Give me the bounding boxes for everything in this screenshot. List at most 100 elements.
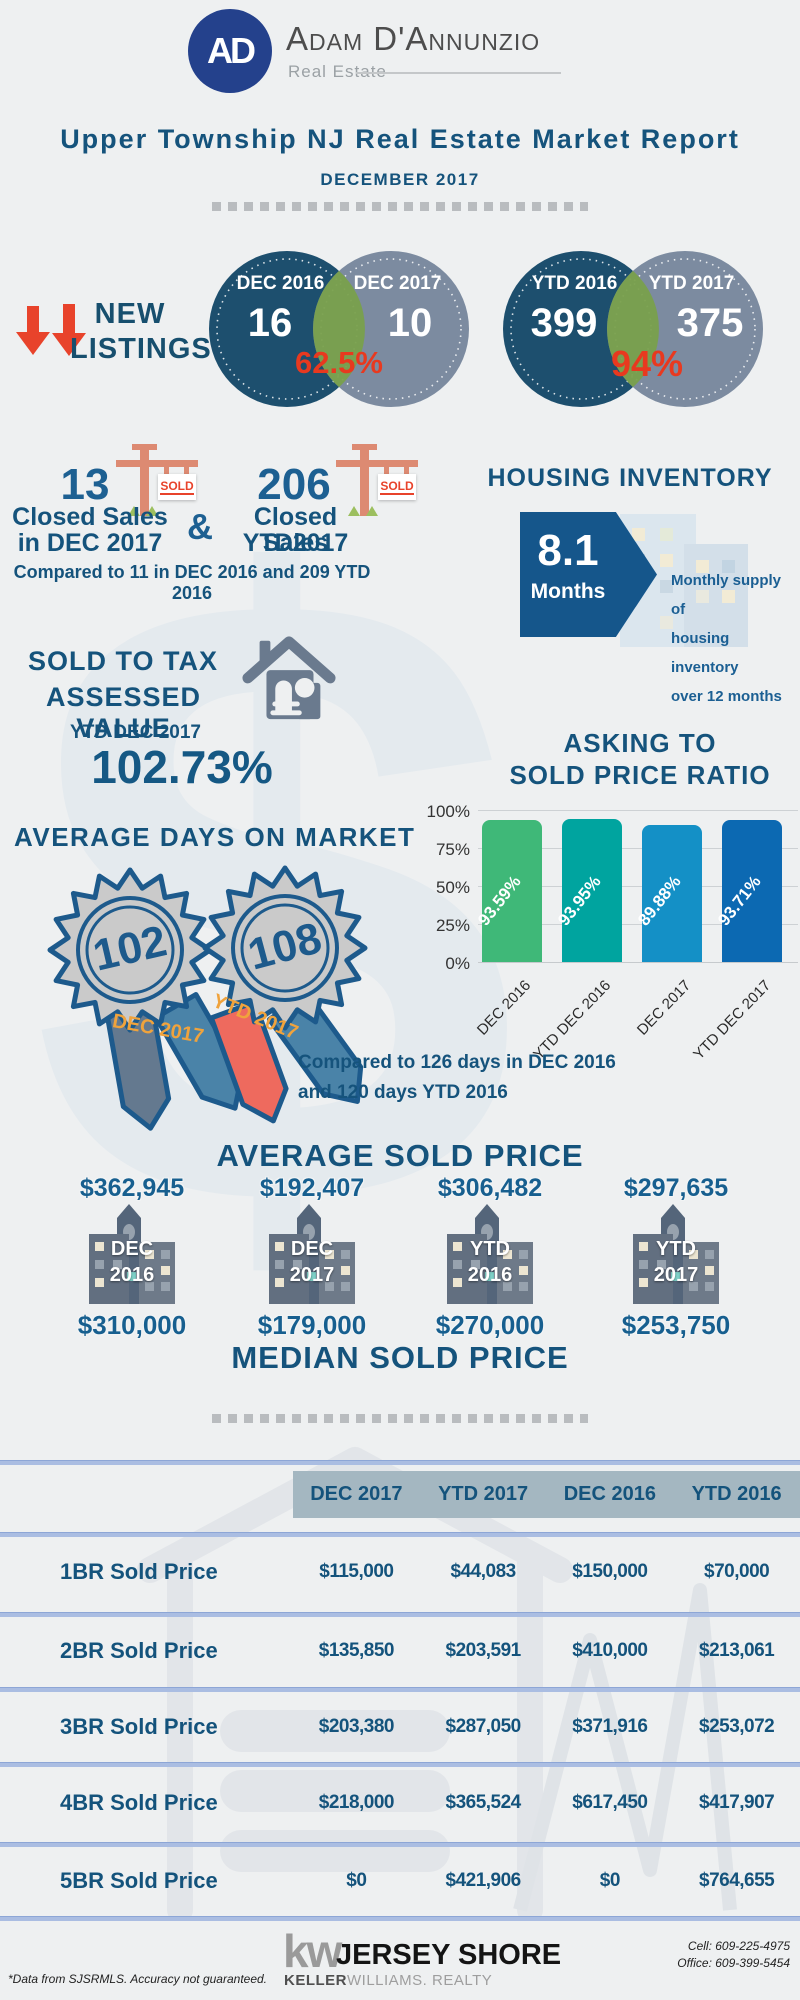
median-price-dec-2016: $310,000 — [77, 1310, 187, 1340]
row-value: $150,000 — [572, 1561, 648, 1582]
row-value: $421,906 — [445, 1870, 522, 1891]
inventory-desc-line3: over 12 months — [671, 688, 782, 705]
sold-sign-icon: SOLD — [116, 444, 198, 518]
brand-name: Adam D'Annunzio — [286, 20, 541, 57]
building-label-line2: 2016 — [109, 1264, 155, 1286]
venn-left-value: 399 — [530, 301, 598, 345]
row-value: $253,072 — [699, 1716, 775, 1737]
kw-logo: kw — [283, 1925, 342, 1977]
table-row: 5BR Sold Price $0 $421,906 $0 $764,655 — [0, 1858, 800, 1904]
kw-brand-line: KELLERWILLIAMS. REALTY — [284, 1972, 492, 1989]
row-value: $617,450 — [572, 1792, 648, 1813]
sold-sign-icon: SOLD — [336, 444, 418, 518]
table-row: 3BR Sold Price $203,380 $287,050 $371,91… — [0, 1704, 800, 1750]
gridline — [478, 886, 798, 887]
days-comparison-line1: Compared to 126 days in DEC 2016 — [298, 1052, 616, 1073]
days-badge-dec-2017: 102 DEC 2017 — [15, 852, 245, 1132]
data-disclaimer: *Data from SJSRMLS. Accuracy not guarant… — [8, 1972, 268, 1986]
building-label-line1: YTD — [470, 1238, 510, 1260]
bar-value-label: 93.71% — [714, 872, 765, 930]
row-value: $70,000 — [704, 1561, 770, 1582]
closed-sales-dec-line1: Closed Sales — [12, 503, 168, 531]
closed-sales-ytd-line2: YTD2017 — [242, 529, 349, 557]
bar-value-label: 93.95% — [554, 872, 605, 930]
housing-inventory-title: HOUSING INVENTORY — [487, 464, 773, 492]
table-header-dec-2017: DEC 2017 — [310, 1483, 403, 1505]
x-axis-label: YTD DEC 2017 — [690, 977, 775, 1064]
kw-brand-bold: KELLER — [284, 1972, 347, 1989]
row-value: $410,000 — [572, 1640, 648, 1661]
venn-right-value: 375 — [676, 301, 744, 345]
median-price-dec-2017: $179,000 — [257, 1310, 367, 1340]
brand-subtitle: Real Estate — [288, 62, 387, 81]
sold-to-tax-period: YTD DEC 2017 — [70, 722, 201, 743]
row-label: 2BR Sold Price — [60, 1638, 218, 1663]
row-value: $218,000 — [318, 1792, 395, 1813]
y-axis-tick: 75% — [435, 840, 470, 859]
row-value: $365,524 — [445, 1792, 522, 1813]
sold-sign-text: SOLD — [380, 479, 414, 495]
building-label-line1: DEC — [110, 1238, 154, 1260]
median-price-ytd-2017: $253,750 — [621, 1310, 731, 1340]
y-axis-tick: 50% — [435, 878, 470, 897]
row-value: $115,000 — [319, 1561, 394, 1582]
venn-new-listings-monthly: DEC 2016 16 DEC 2017 10 62.5% — [200, 243, 480, 415]
kw-brand-light: WILLIAMS. REALTY — [347, 1972, 493, 1989]
closed-sales-comparison: Compared to 11 in DEC 2016 and 209 YTD 2… — [13, 562, 371, 603]
inventory-value: 8.1 — [537, 526, 599, 575]
row-label: 5BR Sold Price — [60, 1868, 218, 1893]
y-axis-tick: 0% — [445, 954, 470, 973]
rosette-badge-icon — [202, 865, 368, 1124]
venn-percent: 94% — [610, 343, 684, 384]
building-icon — [447, 1204, 533, 1304]
days-on-market-title: AVERAGE DAYS ON MARKET — [14, 822, 416, 852]
table-header-row: DEC 2017 YTD 2017 DEC 2016 YTD 2016 — [293, 1471, 800, 1518]
sold-to-tax-line2: ASSESSED VALUE — [45, 682, 202, 743]
table-line — [0, 1612, 800, 1617]
table-row: 2BR Sold Price $135,850 $203,591 $410,00… — [0, 1628, 800, 1674]
brand-divider-line — [356, 72, 561, 74]
venn-percent: 62.5% — [295, 345, 383, 380]
building-label-line2: 2017 — [289, 1264, 335, 1286]
venn-right-label: YTD 2017 — [648, 273, 735, 294]
closed-sales-ytd-value: 206 — [257, 460, 331, 509]
asking-to-sold-title-line2: SOLD PRICE RATIO — [509, 760, 771, 790]
table-header-ytd-2017: YTD 2017 — [438, 1483, 529, 1505]
row-label: 1BR Sold Price — [60, 1559, 218, 1584]
closed-sales-dec-value: 13 — [60, 460, 110, 509]
down-arrow-icon — [52, 304, 86, 356]
average-price-dec-2017: $192,407 — [259, 1174, 365, 1202]
contact-info: Cell: 609-225-4975 Office: 609-399-5454 — [600, 1938, 790, 1972]
venn-diagram-icon — [503, 251, 763, 407]
dotted-divider-bottom — [212, 1414, 588, 1423]
row-value: $764,655 — [699, 1870, 775, 1891]
down-arrow-icon — [16, 306, 50, 355]
row-value: $0 — [346, 1870, 367, 1891]
asking-to-sold-title-line1: ASKING TO — [563, 728, 717, 758]
days-badge-ytd-2017: 108 YTD 2017 — [170, 850, 400, 1130]
venn-right-label: DEC 2017 — [353, 273, 442, 294]
table-line — [0, 1762, 800, 1767]
dotted-divider-top — [212, 202, 588, 211]
row-label: 4BR Sold Price — [60, 1790, 218, 1815]
venn-left-label: DEC 2016 — [236, 273, 325, 294]
building-label-line2: 2017 — [653, 1264, 699, 1286]
days-comparison-line2: and 120 days YTD 2016 — [298, 1082, 508, 1103]
row-label: 3BR Sold Price — [60, 1714, 218, 1739]
ampersand: & — [187, 506, 213, 547]
table-line — [0, 1532, 800, 1537]
gridline — [478, 924, 798, 925]
contact-cell: Cell: 609-225-4975 — [687, 1939, 790, 1953]
venn-right-value: 10 — [387, 301, 433, 345]
gridline — [478, 848, 798, 849]
bar-group: 93.59% 93.95% 89.88% 93.71% — [474, 810, 798, 962]
new-listings-label: NEW LISTINGS — [70, 297, 211, 367]
y-axis-tick: 100% — [426, 802, 470, 821]
venn-left-label: YTD 2016 — [531, 273, 618, 294]
average-price-dec-2016: $362,945 — [79, 1174, 185, 1202]
kw-office-name: JERSEY SHORE — [336, 1939, 562, 1971]
inventory-desc-line1: Monthly supply of — [671, 572, 781, 618]
building-label-line1: DEC — [290, 1238, 334, 1260]
asking-to-sold-bar-chart: 100% 75% 50% 25% 0% 93.59% 93.95% 89.88%… — [370, 795, 800, 1087]
